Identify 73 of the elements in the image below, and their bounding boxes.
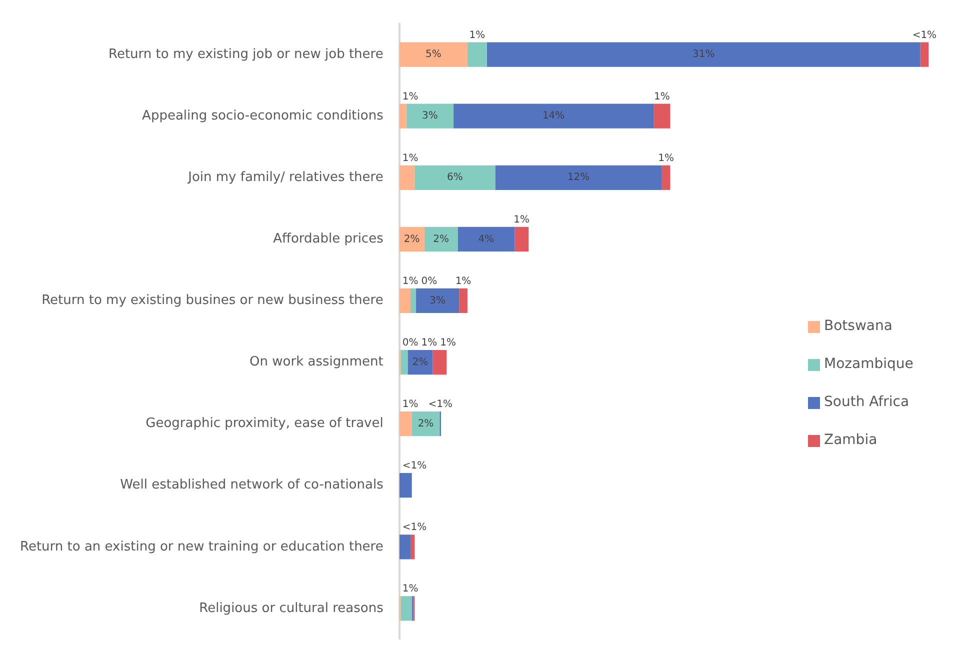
bar <box>414 165 496 190</box>
bar <box>662 165 670 190</box>
legend-label: Botswana <box>824 318 892 334</box>
data-label: 1% <box>455 276 472 288</box>
data-label: <1% <box>428 399 452 410</box>
data-label: 1% <box>402 152 418 164</box>
data-label: 6% <box>446 172 463 184</box>
bar <box>410 288 416 314</box>
data-label: 1% <box>469 30 486 41</box>
data-label: <1% <box>912 30 937 41</box>
y-tick-label: Return to my existing job or new job there <box>108 46 384 62</box>
y-tick-label: Appealing socio-economic conditions <box>142 108 384 124</box>
bar <box>399 288 410 314</box>
bar <box>400 596 412 621</box>
data-label: 1% <box>514 214 530 226</box>
bar <box>416 288 460 314</box>
bar <box>399 473 412 498</box>
legend-label: South Africa <box>824 394 910 410</box>
data-label: 3% <box>422 110 438 122</box>
data-label: 2% <box>433 234 449 245</box>
bar <box>459 288 468 314</box>
bar <box>399 226 424 252</box>
data-label: 1% <box>440 338 456 349</box>
data-label: 14% <box>542 110 565 122</box>
bar <box>408 350 433 375</box>
bar <box>454 104 654 128</box>
data-label: 2% <box>418 418 434 430</box>
y-tick-label: Return to my existing busines or new business there <box>42 293 384 308</box>
legend-label: Zambia <box>824 432 878 448</box>
y-tick-label: Geographic proximity, ease of travel <box>146 416 384 432</box>
bar <box>410 534 415 560</box>
data-label: <1% <box>402 522 427 534</box>
bar <box>412 412 440 436</box>
data-label: 4% <box>478 234 494 245</box>
data-label: 3% <box>430 295 446 306</box>
bar <box>400 350 408 375</box>
bar <box>920 42 929 67</box>
y-tick-label: Well established network of co-nationals <box>120 478 384 493</box>
data-label: 1% <box>421 338 438 349</box>
data-label: 1% <box>402 276 418 288</box>
bar <box>399 42 468 67</box>
legend-label: Mozambique <box>824 356 914 372</box>
data-label: 0% <box>402 338 418 349</box>
bar <box>406 104 454 128</box>
bar <box>432 350 447 375</box>
data-label: 0% <box>421 276 438 288</box>
bar <box>399 412 412 436</box>
data-label: 2% <box>404 234 420 245</box>
data-label: 1% <box>402 91 418 102</box>
bar <box>399 104 406 128</box>
bar <box>399 165 415 190</box>
bar <box>424 226 458 252</box>
data-label: 31% <box>692 49 715 60</box>
bar <box>495 165 662 190</box>
y-tick-label: Join my family/ relatives there <box>187 170 384 186</box>
y-tick-label: Religious or cultural reasons <box>199 600 384 616</box>
data-label: 1% <box>402 584 418 595</box>
bar <box>486 42 920 67</box>
data-label: 1% <box>658 152 674 164</box>
bar <box>458 226 515 252</box>
bar <box>654 104 670 128</box>
y-tick-label: Affordable prices <box>273 232 384 247</box>
bar <box>399 534 410 560</box>
bar <box>467 42 487 67</box>
data-label: 1% <box>402 399 418 410</box>
data-label: 1% <box>654 91 670 102</box>
data-label: <1% <box>402 460 427 472</box>
data-label: 2% <box>412 356 428 368</box>
y-tick-label: On work assignment <box>250 354 384 370</box>
data-label: 12% <box>567 172 590 184</box>
y-tick-label: Return to an existing or new training or education there <box>20 539 384 554</box>
data-label: 5% <box>425 49 442 60</box>
bar <box>514 226 529 252</box>
